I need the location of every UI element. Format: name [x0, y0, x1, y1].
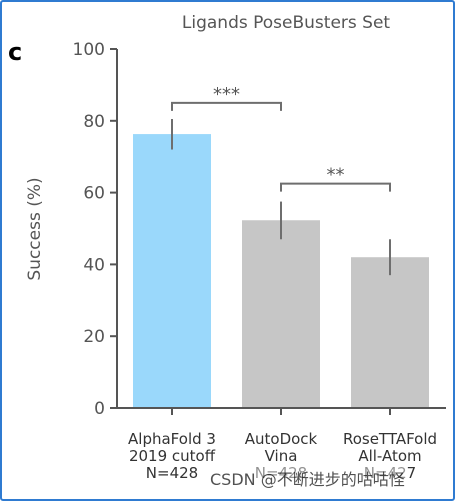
significance-bracket-1	[280, 182, 391, 192]
y-tick-label-1: 20	[83, 327, 105, 347]
x-tick-label-1-2: N=428	[255, 464, 307, 482]
chart-title: Ligands PoseBusters Set	[182, 13, 391, 33]
y-tick-label-4: 80	[83, 112, 105, 132]
watermark: CSDN @不断进步的咕咕怪	[208, 466, 407, 490]
x-tick-label-2-1: All-Atom	[358, 447, 421, 465]
x-tick-label-2-0: RoseTTAFold	[343, 430, 437, 448]
bar-1	[242, 220, 320, 408]
x-tick-label-1-1: Vina	[265, 447, 298, 465]
x-tick-label-0-0: AlphaFold 3	[128, 430, 216, 448]
y-axis-label: Success (%)	[25, 177, 45, 280]
x-tick-label-0-2: N=428	[146, 464, 198, 482]
y-tick-label-2: 40	[83, 255, 105, 275]
y-tick-label-5: 100	[73, 40, 105, 60]
bar-2	[351, 257, 429, 408]
significance-label-0: ***	[213, 84, 240, 105]
significance-bracket-0	[171, 101, 282, 111]
y-tick-label-3: 60	[83, 184, 105, 204]
x-tick-label-1-0: AutoDock	[245, 430, 318, 448]
x-tick-label-2-2: N=427	[364, 464, 416, 482]
y-tick-label-0: 0	[94, 399, 105, 419]
significance-label-1: **	[327, 165, 345, 186]
x-tick-label-0-1: 2019 cutoff	[129, 447, 216, 465]
panel-label: c	[8, 38, 23, 66]
bar-0	[133, 134, 211, 408]
